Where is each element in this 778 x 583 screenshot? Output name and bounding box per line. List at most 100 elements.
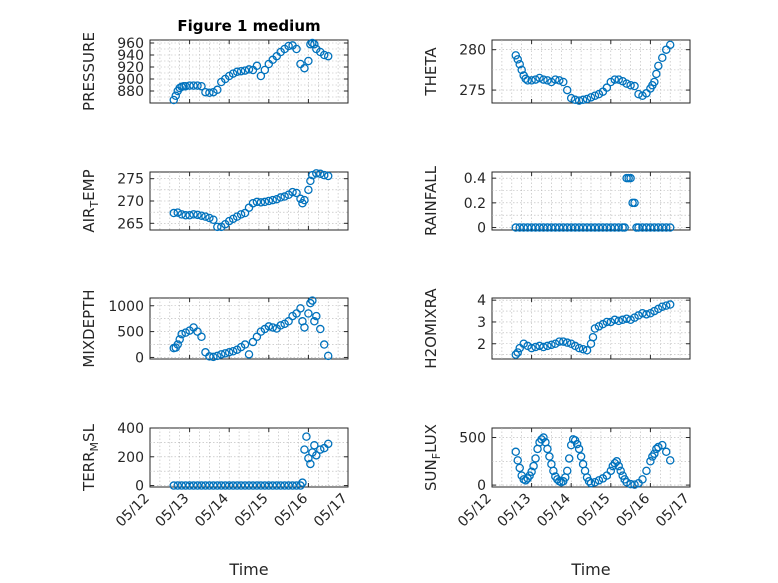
data-point: [308, 170, 317, 180]
data-point: [201, 212, 210, 221]
y-tick-label: 4: [477, 293, 486, 309]
data-point: [213, 222, 222, 232]
data-point: [519, 223, 528, 232]
data-point: [209, 352, 218, 362]
data-point: [280, 481, 289, 490]
data-point: [612, 457, 621, 466]
data-point: [197, 481, 206, 490]
data-point: [566, 223, 576, 232]
data-point: [201, 87, 210, 97]
data-point: [298, 478, 307, 487]
data-point: [205, 481, 214, 490]
data-point: [316, 169, 325, 179]
data-point: [614, 316, 623, 326]
data-point: [665, 300, 675, 309]
data-point: [213, 481, 222, 490]
data-point: [244, 350, 254, 359]
data-point: [173, 208, 182, 217]
data-point: [306, 298, 315, 308]
data-point: [240, 66, 250, 75]
axes-box: [149, 297, 349, 360]
data-point: [515, 59, 524, 69]
data-point: [185, 211, 194, 220]
data-point: [630, 198, 639, 208]
data-point: [610, 315, 620, 325]
data-point: [652, 444, 661, 454]
subplot-mixdepth: 0 500 1000 MIXDEPTH: [80, 289, 349, 368]
x-tick-label: 05/16: [613, 490, 653, 530]
data-point: [535, 73, 544, 83]
data-point: [308, 296, 317, 305]
data-point: [515, 223, 524, 232]
data-point: [268, 481, 278, 490]
data-point: [642, 310, 651, 319]
data-point: [264, 196, 274, 206]
y-tick-label: 265: [117, 216, 144, 232]
data-point: [209, 481, 218, 490]
data-point: [306, 176, 315, 186]
y-tick-label: 880: [117, 84, 144, 100]
data-point: [634, 223, 643, 232]
data-point: [244, 481, 254, 490]
data-point: [606, 223, 616, 232]
y-tick-label: 400: [117, 421, 144, 437]
data-point: [288, 187, 297, 197]
data-point: [205, 352, 214, 361]
y-axis-label: TERRMSL: [80, 423, 101, 492]
data-point: [193, 327, 202, 336]
data-point: [529, 461, 538, 471]
data-point: [602, 83, 612, 92]
data-point: [252, 197, 262, 207]
data-point: [272, 481, 281, 490]
data-point: [268, 195, 278, 205]
data-point: [260, 481, 270, 490]
data-point: [594, 476, 604, 485]
data-point: [578, 344, 588, 354]
data-point: [549, 466, 558, 476]
y-tick-label: 0: [477, 221, 486, 237]
data-point: [213, 351, 222, 361]
data-point: [650, 77, 659, 87]
data-point: [169, 481, 179, 490]
data-point: [661, 447, 671, 457]
data-point: [511, 447, 521, 457]
data-point: [562, 85, 572, 95]
data-point: [300, 445, 309, 454]
data-point: [252, 332, 262, 342]
data-point: [197, 332, 206, 342]
data-point: [252, 61, 262, 71]
data-point: [614, 75, 623, 84]
data-point: [228, 481, 238, 490]
data-point: [175, 83, 184, 93]
data-point: [304, 453, 313, 463]
data-point: [574, 96, 584, 105]
data-point: [181, 81, 190, 91]
data-point: [306, 459, 315, 469]
data-point: [661, 301, 671, 310]
data-point: [618, 315, 627, 325]
data-point: [217, 481, 226, 490]
data-point: [276, 321, 285, 330]
data-point: [564, 454, 574, 463]
data-point: [169, 95, 179, 105]
x-tick-label: 05/16: [271, 490, 311, 530]
data-point: [288, 481, 297, 490]
data-point: [555, 337, 564, 346]
data-point: [240, 340, 250, 349]
data-point: [304, 56, 313, 66]
data-point: [547, 223, 556, 232]
data-point: [570, 95, 580, 105]
data-point: [169, 208, 179, 218]
data-point: [220, 349, 230, 358]
data-point: [610, 75, 620, 84]
data-point: [665, 456, 675, 465]
data-point: [539, 433, 548, 442]
data-point: [527, 223, 536, 232]
data-point: [300, 195, 309, 205]
data-point: [652, 69, 661, 79]
data-point: [531, 223, 540, 232]
data-point: [555, 76, 564, 85]
data-point: [543, 444, 552, 454]
data-point: [319, 340, 329, 349]
